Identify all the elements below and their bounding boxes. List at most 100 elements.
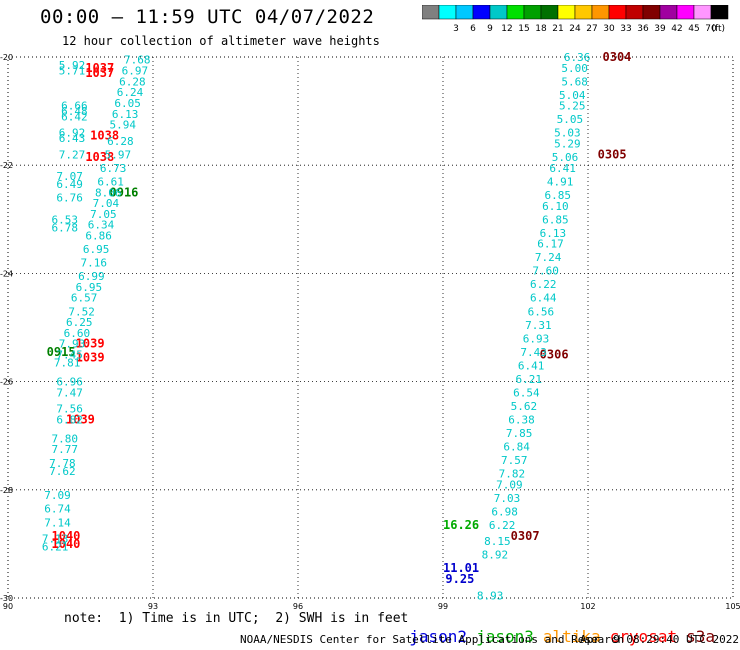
scale-tick-label: 6 (470, 24, 476, 34)
y-tick-label: -28 (0, 486, 13, 495)
legend-jason3: jason3 (476, 627, 534, 646)
swh-value-label: 6.34 (88, 219, 115, 232)
swh-value-label: 6.22 (489, 519, 515, 532)
swh-value-label: 7.09 (44, 489, 71, 502)
x-tick-label: 105 (725, 602, 740, 611)
y-tick-label: -22 (0, 161, 13, 170)
legend-altika: altika (542, 627, 601, 646)
swh-value-label: 6.25 (66, 316, 93, 329)
y-tick-label: -24 (0, 269, 13, 278)
x-tick-label: 99 (438, 602, 448, 611)
swh-value-label: 7.80 (52, 432, 79, 445)
swh-value-label: 6.28 (107, 135, 134, 148)
swh-value-label: 6.10 (542, 200, 569, 213)
x-tick-label: 102 (580, 602, 595, 611)
swh-value-label: 6.98 (491, 505, 518, 518)
swh-value-label: 5.62 (511, 400, 537, 413)
swh-value-label: 6.60 (64, 327, 90, 340)
swh-value-label: 5.25 (559, 100, 586, 113)
pass-label: 16.26 (443, 518, 479, 532)
page-subtitle: 12 hour collection of altimeter wave hei… (62, 34, 380, 48)
swh-value-label: 6.73 (100, 162, 127, 175)
swh-value-label: 7.60 (532, 265, 559, 278)
swh-value-label: 6.66 (61, 100, 88, 113)
pass-label: 1040 (52, 529, 81, 543)
page-title: 00:00 – 11:59 UTC 04/07/2022 (40, 6, 375, 28)
swh-value-label: 6.61 (97, 175, 124, 188)
pass-label: 0306 (540, 348, 569, 362)
swh-value-label: 6.36 (564, 51, 591, 64)
color-scale-legend: 3 6 9 12 15 18 21 24 27 30 33 36 39 42 45 70(ft) (422, 5, 729, 34)
swh-value-label: 5.00 (561, 62, 588, 75)
pass-label: 1039 (76, 350, 105, 364)
swh-value-label: 6.22 (530, 278, 557, 291)
swh-value-label: 6.21 (42, 541, 68, 554)
swh-value-label: 7.85 (506, 427, 533, 440)
pass-label: 0305 (598, 147, 627, 161)
legend-s3a: s3a (686, 627, 715, 646)
swh-value-label: 6.85 (545, 189, 572, 202)
pass-label: 1039 (66, 412, 95, 426)
swh-value-label: 6.13 (112, 108, 138, 121)
scale-tick-label: 3 (453, 24, 459, 34)
x-tick-label: 93 (148, 602, 158, 611)
swh-value-label: 6.24 (117, 86, 144, 99)
scale-tick-label: 45 (688, 24, 699, 34)
pass-label: 1038 (90, 128, 119, 142)
scale-unit-label: (ft) (711, 24, 725, 34)
x-tick-label: 96 (293, 602, 303, 611)
swh-value-label: 6.42 (61, 111, 88, 124)
scale-tick-label: 24 (569, 24, 581, 34)
pass-label: 1037 (85, 66, 114, 80)
swh-value-label: 7.62 (49, 465, 75, 478)
swh-value-label: 7.31 (525, 319, 552, 332)
pass-label: 0304 (603, 50, 632, 64)
swh-value-label: 7.93 (59, 338, 86, 351)
scale-tick-label: 15 (518, 24, 529, 34)
scale-tick-label: 39 (654, 24, 666, 34)
swh-value-label: 5.04 (559, 89, 586, 102)
swh-value-label: 6.78 (52, 221, 79, 234)
swh-value-label: 6.43 (59, 132, 86, 145)
swh-value-label: 6.86 (85, 230, 112, 243)
swh-value-label: 6.92 (59, 127, 86, 140)
pass-label: 1039 (76, 337, 105, 351)
swh-value-label: 6.56 (528, 305, 555, 318)
swh-value-label: 6.84 (503, 441, 530, 454)
swh-value-label: 7.13 (42, 532, 68, 545)
swh-value-label: 5.03 (554, 127, 581, 140)
scale-tick-label: 12 (501, 24, 512, 34)
swh-value-label: 6.28 (119, 75, 145, 88)
swh-value-label: 7.52 (68, 305, 95, 318)
swh-value-label: 6.53 (52, 213, 79, 226)
swh-value-label: 5.92 (59, 59, 86, 72)
swh-value-label: 6.57 (71, 292, 98, 305)
swh-value-label: 6.85 (542, 213, 569, 226)
swh-value-label: 5.29 (554, 138, 581, 151)
scale-tick-label: 9 (487, 24, 493, 34)
swh-value-label: 7.07 (56, 170, 82, 183)
swh-value-label: 7.43 (520, 346, 547, 359)
y-tick-label: -26 (0, 378, 13, 387)
swh-value-label: 6.44 (530, 292, 557, 305)
swh-value-label: 7.03 (494, 492, 521, 505)
swh-value-label: 7.56 (56, 403, 82, 416)
swh-value-label: 7.78 (49, 457, 75, 470)
swh-value-label: 6.48 (61, 105, 88, 118)
pass-label: 1037 (85, 61, 114, 75)
swh-value-label: 5.06 (552, 151, 579, 164)
x-tick-label: 90 (3, 602, 13, 611)
swh-value-label: 7.14 (44, 516, 71, 529)
swh-value-label: 6.54 (513, 386, 540, 399)
swh-value-label: 7.27 (59, 148, 86, 161)
swh-value-label: 6.95 (83, 243, 110, 256)
pass-label: 9.25 (445, 572, 474, 586)
swh-value-label: 5.97 (105, 148, 131, 161)
swh-value-label: 7.47 (56, 386, 82, 399)
scale-tick-label: 30 (603, 24, 615, 34)
swh-value-label: 7.77 (52, 443, 79, 456)
swh-value-label: 7.57 (501, 454, 528, 467)
swh-value-label: 6.41 (518, 359, 545, 372)
pass-label: 0915 (47, 345, 76, 359)
